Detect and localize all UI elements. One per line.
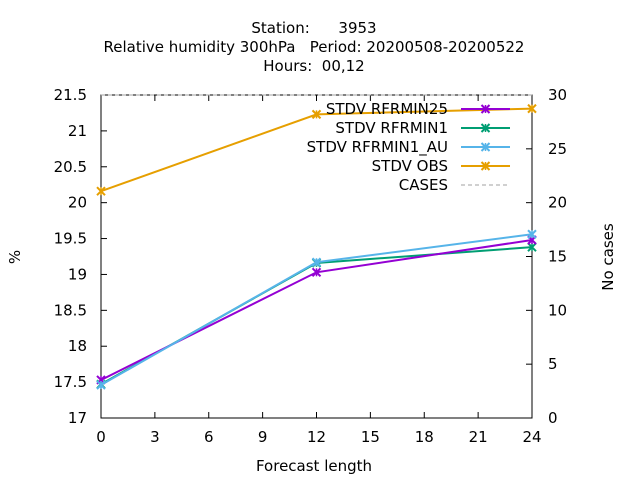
x-tick-label: 18	[415, 428, 434, 446]
legend-item-stdv-rfrmin1: STDV RFRMIN1	[335, 119, 510, 137]
legend-item-stdv-rfrmin25: STDV RFRMIN25	[326, 100, 510, 118]
y-tick-label: 21	[68, 122, 87, 140]
y2-tick-label: 30	[548, 86, 567, 104]
data-point-stdv-rfrmin25	[311, 267, 322, 277]
legend-label: STDV RFRMIN25	[326, 100, 448, 118]
data-point-stdv-rfrmin1-au	[527, 229, 537, 239]
x-axis-label: Forecast length	[256, 457, 372, 475]
chart-title-line-2: Relative humidity 300hPa Period: 2020050…	[104, 38, 525, 56]
x-tick-label: 15	[361, 428, 380, 446]
data-point-stdv-obs	[96, 186, 106, 196]
legend-marker	[480, 104, 491, 114]
y2-tick-label: 10	[548, 301, 567, 319]
y-axis-label: %	[6, 250, 24, 264]
y-tick-label: 19	[68, 265, 87, 283]
chart-title: Station: 3953 Relative humidity 300hPa P…	[104, 19, 525, 75]
legend-label: STDV RFRMIN1_AU	[307, 138, 448, 157]
data-point-stdv-rfrmin1	[527, 242, 537, 252]
y2-tick-label: 25	[548, 140, 567, 158]
x-tick-label: 21	[469, 428, 488, 446]
x-tick-label: 6	[204, 428, 214, 446]
axes: 0 3 6 9 12 15 18 21 24 17 17.5 18 18.5 19 19.5 20 20.5 21…	[54, 86, 568, 446]
legend-label: STDV RFRMIN1	[335, 119, 448, 137]
y-tick-label: 17	[68, 409, 87, 427]
y2-tick-label: 20	[548, 194, 567, 212]
data-point-stdv-rfrmin1-au	[96, 380, 106, 390]
series-layer	[96, 94, 537, 390]
x-tick-label: 12	[307, 428, 326, 446]
series-line-stdv-rfrmin1	[100, 246, 533, 386]
legend-marker	[480, 123, 491, 133]
legend-label: CASES	[399, 176, 448, 194]
y2-tick-label: 0	[548, 409, 558, 427]
y-tick-label: 19.5	[54, 230, 87, 248]
chart-title-line-1: Station: 3953	[251, 19, 376, 37]
y2-tick-label: 5	[548, 355, 558, 373]
data-point-stdv-obs	[527, 103, 537, 114]
series-line-stdv-rfrmin1-au	[100, 233, 533, 386]
y-tick-label: 18.5	[54, 301, 87, 319]
legend-marker	[480, 142, 491, 152]
x-tick-label: 0	[96, 428, 106, 446]
legend-item-stdv-obs: STDV OBS	[372, 157, 510, 175]
y-tick-label: 20	[68, 194, 87, 212]
y-tick-label: 21.5	[54, 86, 87, 104]
legend-item-stdv-rfrmin1-au: STDV RFRMIN1_AU	[307, 138, 510, 157]
data-point-stdv-rfrmin1-au	[311, 257, 322, 267]
data-point-stdv-obs	[311, 109, 322, 120]
x-tick-label: 24	[522, 428, 541, 446]
y2-axis-label: No cases	[599, 223, 617, 291]
chart-title-line-3: Hours: 00,12	[263, 57, 364, 75]
y-tick-label: 18	[68, 337, 87, 355]
x-tick-label: 3	[150, 428, 160, 446]
y-tick-label: 20.5	[54, 158, 87, 176]
legend-marker	[480, 161, 491, 171]
y2-tick-label: 15	[548, 248, 567, 266]
y-tick-label: 17.5	[54, 373, 87, 391]
legend-item-cases: CASES	[399, 176, 510, 194]
x-tick-label: 9	[258, 428, 268, 446]
legend-label: STDV OBS	[372, 157, 448, 175]
